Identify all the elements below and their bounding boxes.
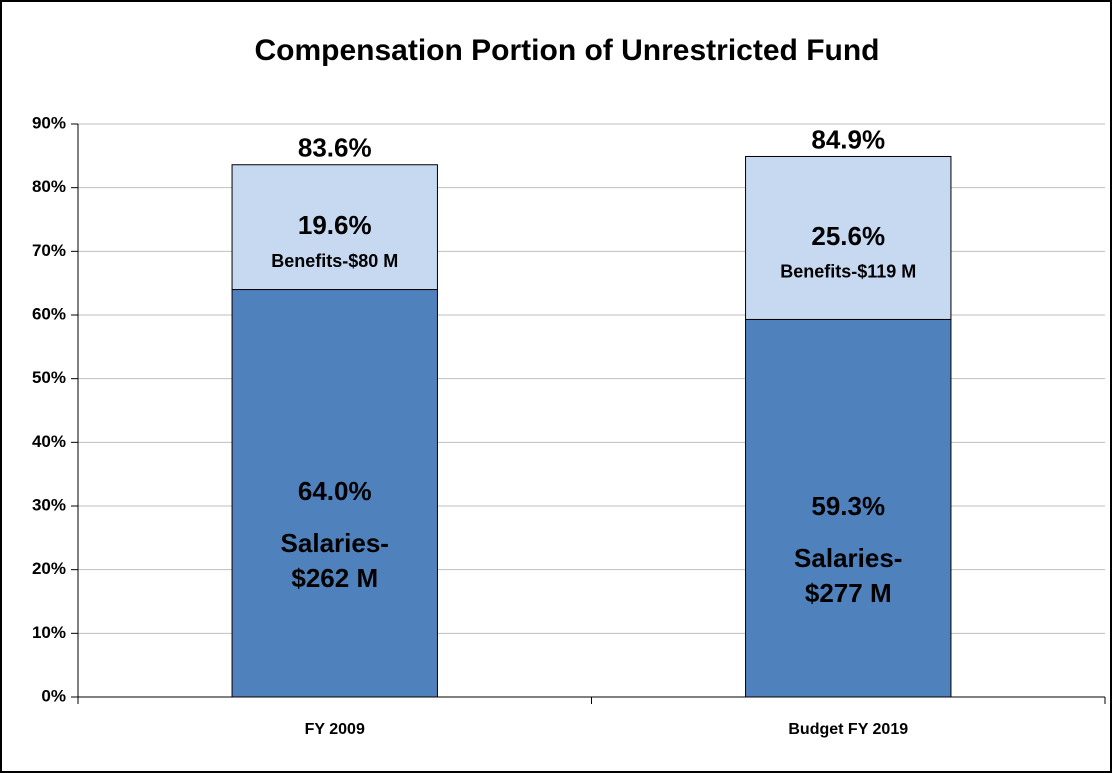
y-tick-label: 60% [32,304,66,323]
bar-segment [231,164,438,291]
segment-annotation: $277 M [805,578,892,608]
y-tick-label: 90% [32,113,66,132]
segment-annotation: Salaries- [794,543,902,573]
segment-annotation: $262 M [291,563,378,593]
y-tick-label: 40% [32,432,66,451]
bar-segment [231,289,438,698]
y-tick-label: 20% [32,559,66,578]
bar-segment [745,155,952,320]
y-tick-label: 0% [41,686,66,705]
y-tick-label: 80% [32,177,66,196]
value-label: 64.0% [298,476,372,506]
x-tick-label: Budget FY 2019 [788,721,908,738]
y-tick-label: 70% [32,241,66,260]
total-label: 83.6% [298,133,372,163]
value-label: 59.3% [811,491,885,521]
segment-annotation: Benefits-$80 M [271,251,398,271]
value-label: 25.6% [811,221,885,251]
y-tick-label: 50% [32,368,66,387]
total-label: 84.9% [811,124,885,154]
y-tick-label: 30% [32,495,66,514]
segment-annotation: Salaries- [281,528,389,558]
value-label: 19.6% [298,210,372,240]
chart-title: Compensation Portion of Unrestricted Fun… [254,34,879,67]
bar-segment [745,318,952,698]
y-tick-label: 10% [32,623,66,642]
x-tick-label: FY 2009 [305,721,365,738]
segment-annotation: Benefits-$119 M [780,262,916,282]
